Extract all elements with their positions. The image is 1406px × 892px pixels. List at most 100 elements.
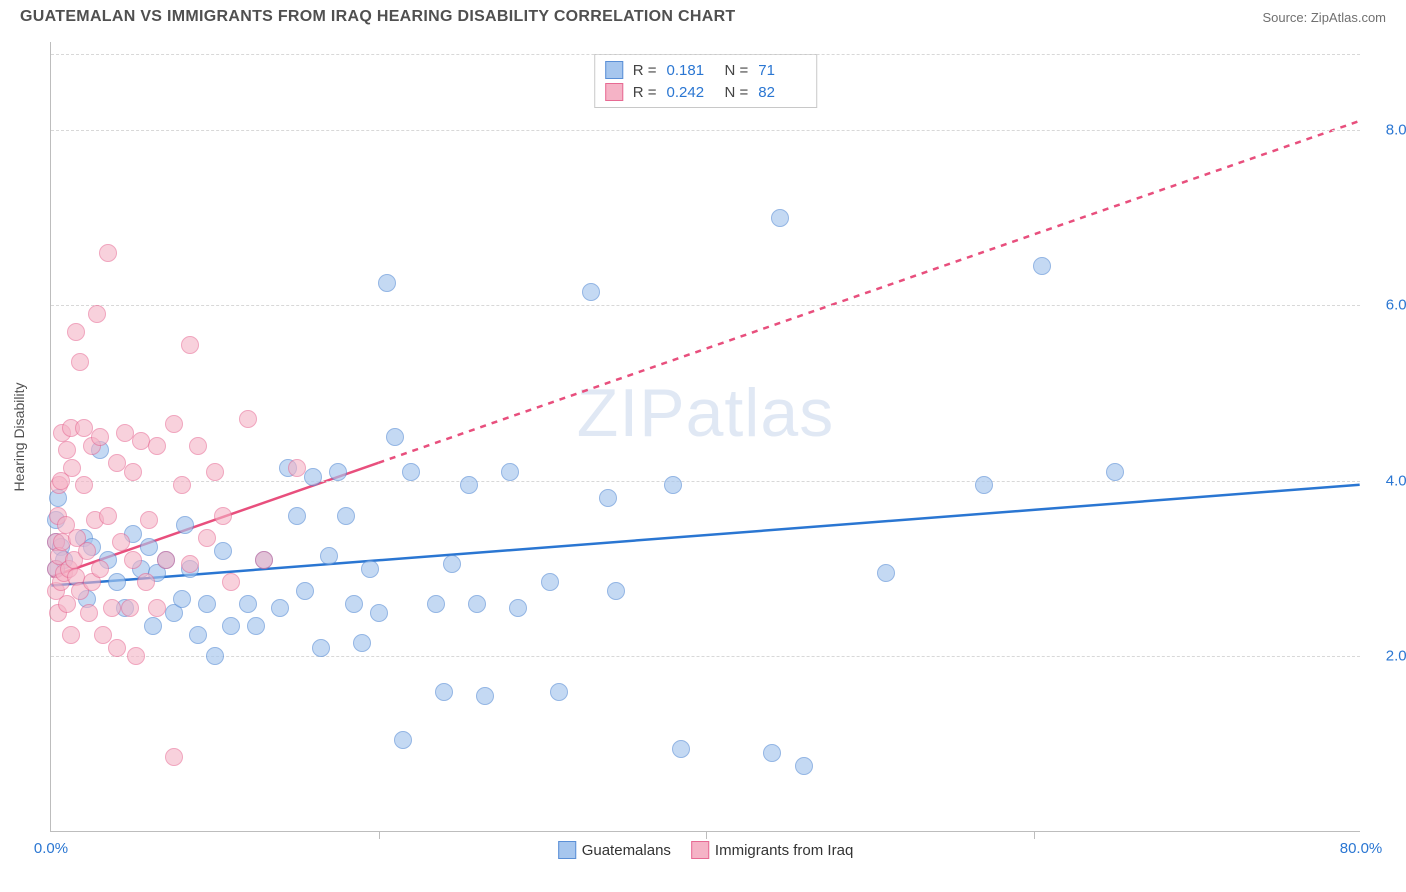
gridline-h [51,130,1360,131]
data-point-guatemalans [378,274,396,292]
stat-r-value: 0.242 [667,84,715,101]
data-point-guatemalans [435,683,453,701]
y-tick-label: 4.0% [1386,472,1406,489]
data-point-guatemalans [582,283,600,301]
data-point-guatemalans [394,731,412,749]
data-point-guatemalans [607,582,625,600]
stat-n-value: 71 [758,62,806,79]
data-point-guatemalans [386,428,404,446]
data-point-guatemalans [361,560,379,578]
legend-label: Guatemalans [582,842,671,859]
data-point-iraq [71,353,89,371]
x-tick-label: 80.0% [1340,840,1383,857]
data-point-guatemalans [877,564,895,582]
data-point-iraq [140,511,158,529]
x-tick [379,831,380,839]
trend-lines [51,42,1360,831]
data-point-iraq [157,551,175,569]
data-point-guatemalans [443,555,461,573]
stat-r-label: R = [633,84,657,101]
data-point-guatemalans [271,599,289,617]
stat-r-label: R = [633,62,657,79]
data-point-iraq [198,529,216,547]
data-point-iraq [88,305,106,323]
x-tick-label: 0.0% [34,840,68,857]
data-point-iraq [124,463,142,481]
data-point-iraq [91,560,109,578]
data-point-guatemalans [247,617,265,635]
data-point-iraq [181,336,199,354]
data-point-guatemalans [501,463,519,481]
data-point-guatemalans [189,626,207,644]
legend-item: Guatemalans [558,841,671,859]
x-tick [706,831,707,839]
data-point-iraq [62,626,80,644]
gridline-h [51,656,1360,657]
chart-title: GUATEMALAN VS IMMIGRANTS FROM IRAQ HEARI… [20,8,736,26]
data-point-guatemalans [239,595,257,613]
stats-row: R =0.181N =71 [601,59,811,81]
data-point-guatemalans [176,516,194,534]
data-point-iraq [137,573,155,591]
data-point-iraq [127,647,145,665]
legend-swatch [605,61,623,79]
data-point-iraq [206,463,224,481]
legend-label: Immigrants from Iraq [715,842,853,859]
data-point-iraq [58,441,76,459]
data-point-iraq [165,748,183,766]
data-point-iraq [165,415,183,433]
data-point-iraq [80,604,98,622]
data-point-iraq [148,437,166,455]
data-point-iraq [255,551,273,569]
data-point-iraq [132,432,150,450]
y-tick-label: 8.0% [1386,121,1406,138]
data-point-guatemalans [353,634,371,652]
data-point-iraq [214,507,232,525]
data-point-guatemalans [476,687,494,705]
data-point-iraq [189,437,207,455]
data-point-iraq [108,639,126,657]
data-point-guatemalans [198,595,216,613]
stats-box: R =0.181N =71R =0.242N =82 [594,54,818,108]
watermark-thin: atlas [686,375,835,451]
y-tick-label: 6.0% [1386,297,1406,314]
data-point-guatemalans [763,744,781,762]
data-point-iraq [99,507,117,525]
data-point-guatemalans [337,507,355,525]
data-point-guatemalans [599,489,617,507]
data-point-iraq [181,555,199,573]
data-point-guatemalans [402,463,420,481]
data-point-iraq [148,599,166,617]
data-point-guatemalans [222,617,240,635]
data-point-guatemalans [550,683,568,701]
data-point-guatemalans [1033,257,1051,275]
data-point-guatemalans [312,639,330,657]
data-point-guatemalans [427,595,445,613]
data-point-iraq [103,599,121,617]
watermark-bold: ZIP [577,375,686,451]
data-point-guatemalans [1106,463,1124,481]
data-point-guatemalans [664,476,682,494]
data-point-iraq [63,459,81,477]
data-point-guatemalans [206,647,224,665]
data-point-guatemalans [795,757,813,775]
data-point-guatemalans [460,476,478,494]
data-point-guatemalans [345,595,363,613]
data-point-guatemalans [144,617,162,635]
data-point-guatemalans [288,507,306,525]
data-point-iraq [91,428,109,446]
watermark: ZIPatlas [577,374,834,452]
data-point-guatemalans [214,542,232,560]
chart-source: Source: ZipAtlas.com [1262,10,1386,25]
data-point-iraq [121,599,139,617]
data-point-iraq [116,424,134,442]
legend-swatch [558,841,576,859]
data-point-guatemalans [296,582,314,600]
data-point-iraq [75,419,93,437]
gridline-h [51,54,1360,55]
data-point-iraq [239,410,257,428]
stat-n-label: N = [725,84,749,101]
y-tick-label: 2.0% [1386,648,1406,665]
data-point-iraq [78,542,96,560]
gridline-h [51,481,1360,482]
